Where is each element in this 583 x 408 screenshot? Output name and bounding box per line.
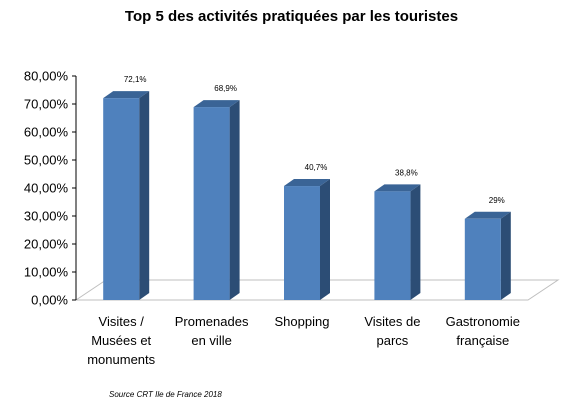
y-tick-label: 0,00%: [31, 293, 68, 308]
x-tick-label-line: Visites /: [98, 314, 144, 329]
y-tick-label: 40,00%: [24, 181, 69, 196]
bar-front: [284, 186, 320, 300]
x-tick-label: Visites de parcs: [342, 312, 442, 350]
x-tick-label-line: en ville: [191, 333, 232, 348]
bar-side: [500, 211, 511, 300]
bar-top: [284, 179, 330, 187]
bar-top: [464, 211, 511, 219]
y-tick-label: 80,00%: [24, 69, 69, 84]
chart-title: Top 5 des activités pratiquées par les t…: [124, 8, 459, 25]
x-tick-label-line: parcs: [376, 333, 409, 348]
bar-front: [374, 191, 411, 300]
data-label: 68,9%: [214, 84, 237, 93]
y-tick-label: 30,00%: [24, 209, 69, 224]
y-tick-label: 60,00%: [24, 125, 69, 140]
bar-top: [193, 100, 240, 108]
labels-layer: 72,1% 68,9% 40,7% 38,8% 29%: [124, 75, 505, 205]
data-label: 38,8%: [395, 168, 418, 177]
bar-front: [103, 98, 140, 301]
x-tick-label-line: Visites de: [364, 314, 421, 329]
y-tick-label: 20,00%: [24, 237, 69, 252]
y-tick-label: 50,00%: [24, 153, 69, 168]
bar-side: [320, 179, 330, 300]
x-tick-label-line: Promenades: [174, 314, 249, 329]
bar: [374, 184, 421, 300]
bar-side: [229, 100, 240, 300]
y-tick-label: 70,00%: [24, 97, 69, 112]
x-tick-label: Gastronomie française: [433, 312, 533, 350]
bars-layer: [103, 91, 511, 301]
x-tick-label-line: Shopping: [274, 314, 330, 329]
x-tick-label: Shopping: [252, 312, 352, 331]
data-label: 72,1%: [124, 75, 147, 84]
x-tick-label: Promenades en ville: [162, 312, 262, 350]
y-tick-label: 10,00%: [24, 265, 69, 280]
bar-side: [139, 91, 150, 301]
x-tick-label-line: monuments: [87, 352, 156, 367]
x-tick-label-line: Gastronomie: [445, 314, 520, 329]
x-tick-label: Visites / Musées et monuments: [71, 312, 171, 369]
source-note: Source CRT Ile de France 2018: [109, 390, 222, 399]
bar: [464, 211, 511, 300]
bar-front: [464, 218, 501, 300]
bar: [103, 91, 150, 301]
bar-front: [193, 107, 230, 300]
bar-top: [374, 184, 421, 192]
axis-layer: 0,00% 10,00% 20,00% 30,00% 40,00% 50,00% 60,00…: [24, 69, 560, 308]
x-tick-label-line: Musées et: [91, 333, 152, 348]
bar-top: [103, 91, 150, 99]
bar-side: [410, 184, 421, 300]
bar: [284, 179, 330, 300]
data-label: 40,7%: [305, 163, 328, 172]
bar: [193, 100, 240, 300]
data-label: 29%: [489, 196, 505, 205]
x-tick-label-line: française: [456, 333, 510, 348]
